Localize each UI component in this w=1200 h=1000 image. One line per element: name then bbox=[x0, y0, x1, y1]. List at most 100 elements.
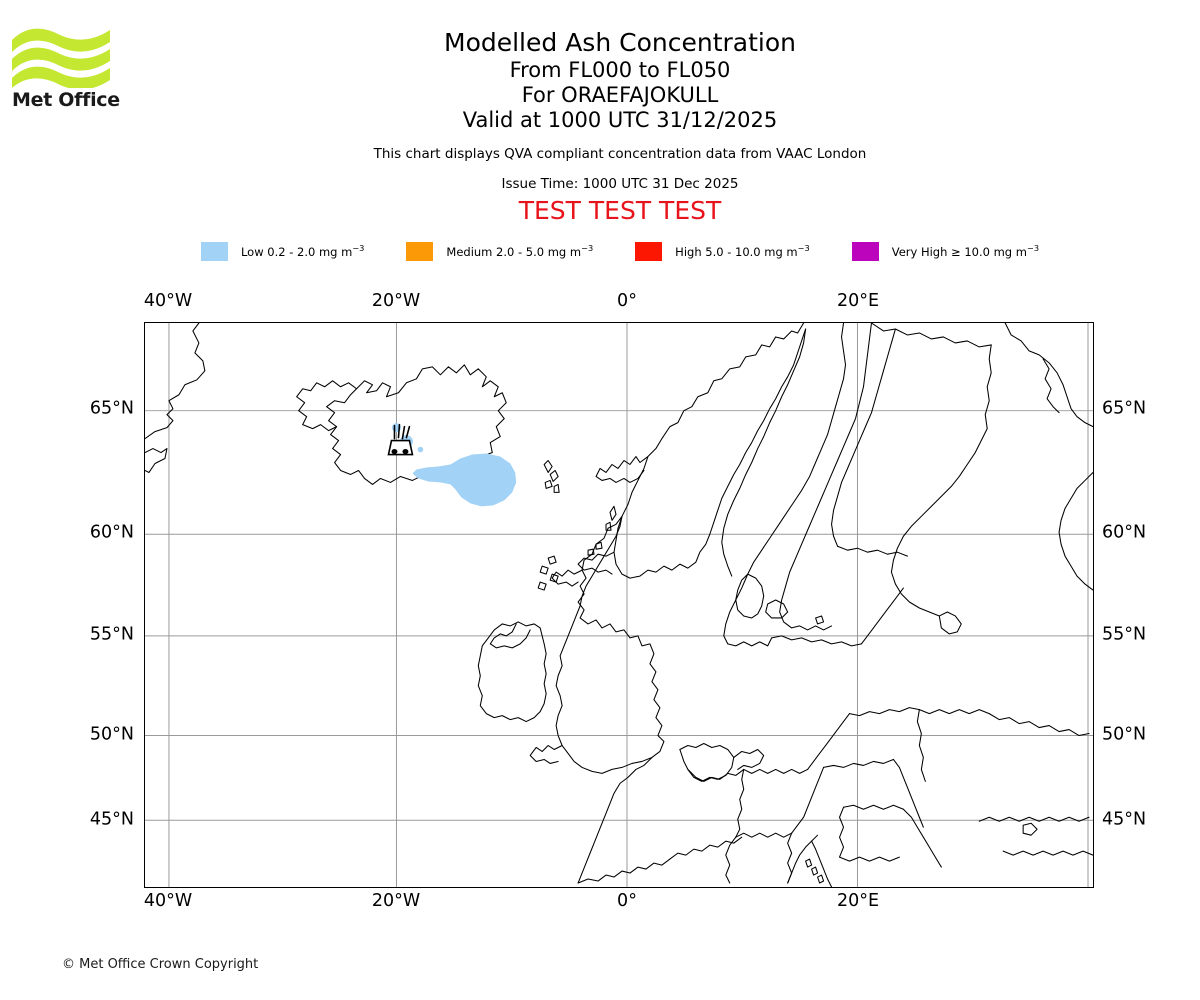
legend-label-high-exponent: −3 bbox=[797, 242, 810, 253]
lat-label-right-50n: 50°N bbox=[1102, 724, 1147, 745]
lon-label-bottom-0: 0° bbox=[617, 891, 637, 911]
coastline-greenland-south bbox=[145, 448, 168, 473]
coastline-denmark-bornholm bbox=[815, 615, 825, 625]
ash-plume-main-contour bbox=[412, 453, 517, 507]
coastline-netherlands bbox=[679, 742, 735, 782]
lon-label-bottom-20e: 20°E bbox=[836, 891, 880, 911]
coastline-faroe-islands bbox=[543, 459, 560, 493]
legend-item-very-high: Very High ≥ 10.0 mg m−3 bbox=[851, 242, 1040, 261]
coastlines bbox=[145, 323, 1093, 887]
coastline-sweden-east bbox=[723, 323, 847, 647]
coastline-scotland-west bbox=[551, 569, 583, 587]
coastline-finland-west bbox=[779, 323, 872, 631]
coastline-germany-north bbox=[733, 748, 765, 770]
coastline-white-sea bbox=[1042, 358, 1060, 414]
coastline-iceland bbox=[326, 364, 507, 485]
coastline-norway-fjords2 bbox=[577, 551, 615, 575]
coastline-france-south bbox=[669, 836, 743, 860]
legend-label-low-text: Low 0.2 - 2.0 mg m bbox=[240, 244, 353, 259]
coastline-iceland-nw-peninsula bbox=[296, 380, 358, 432]
lon-label-bottom-20w: 20°W bbox=[371, 891, 421, 911]
legend-item-medium: Medium 2.0 - 5.0 mg m−3 bbox=[406, 242, 593, 261]
met-office-waves-icon bbox=[12, 28, 110, 88]
borders-europe bbox=[687, 707, 990, 884]
test-banner: TEST TEST TEST bbox=[518, 196, 722, 225]
coastline-norway-fjords bbox=[595, 456, 649, 483]
coastline-baltic bbox=[837, 545, 908, 557]
lat-label-left-60n: 60°N bbox=[89, 522, 134, 543]
border-russia-south bbox=[988, 713, 1090, 737]
lon-label-top-20e: 20°E bbox=[836, 291, 880, 311]
coastline-greenland bbox=[145, 323, 206, 440]
graticule-grid bbox=[145, 323, 1093, 887]
legend-label-medium: Medium 2.0 - 5.0 mg m−3 bbox=[446, 242, 594, 259]
legend-label-very-high-exponent: −3 bbox=[1026, 242, 1040, 253]
legend-label-medium-text: Medium 2.0 - 5.0 mg m bbox=[446, 244, 582, 259]
qva-note: This chart displays QVA compliant concen… bbox=[373, 146, 867, 162]
border-finland-russia bbox=[890, 344, 992, 617]
flight-level-range: From FL000 to FL050 bbox=[509, 58, 731, 82]
coastline-dalmatian-islands bbox=[805, 858, 825, 884]
map-canvas bbox=[145, 323, 1093, 887]
coastline-france-channel bbox=[577, 756, 653, 884]
legend-label-high-text: High 5.0 - 10.0 mg m bbox=[675, 244, 798, 259]
ash-plume-satellite-3 bbox=[417, 446, 424, 453]
coastline-crimea bbox=[1022, 822, 1038, 836]
volcano-name: For ORAEFAJOKULL bbox=[521, 83, 719, 107]
border-northern-ireland bbox=[489, 623, 531, 649]
map-frame bbox=[144, 322, 1094, 888]
coastline-ireland bbox=[477, 621, 547, 723]
copyright-notice: © Met Office Crown Copyright bbox=[62, 957, 259, 972]
legend-label-very-high-text: Very High ≥ 10.0 mg m bbox=[891, 244, 1027, 259]
coastline-france-atlantic bbox=[577, 858, 671, 884]
lat-label-right-55n: 55°N bbox=[1102, 624, 1147, 645]
coastline-lake-ladoga bbox=[938, 611, 962, 635]
lon-label-bottom-40w: 40°W bbox=[143, 891, 193, 911]
coastline-norway bbox=[613, 323, 807, 579]
valid-time: Valid at 1000 UTC 31/12/2025 bbox=[462, 108, 778, 132]
volcano-marker-icon bbox=[387, 423, 414, 456]
coastline-denmark-islands bbox=[765, 599, 789, 619]
lat-label-left-65n: 65°N bbox=[89, 398, 134, 419]
coastline-finland-north bbox=[870, 323, 992, 348]
ash-plume-low bbox=[391, 423, 517, 507]
lat-label-right-45n: 45°N bbox=[1102, 809, 1147, 830]
border-sweden-finland bbox=[831, 328, 896, 547]
legend-swatch-medium bbox=[406, 242, 434, 261]
lon-label-top-20w: 20°W bbox=[371, 291, 421, 311]
coastline-denmark-jutland bbox=[735, 573, 765, 619]
chart-header: Modelled Ash Concentration From FL000 to… bbox=[145, 28, 1095, 225]
legend-swatch-very-high bbox=[851, 242, 879, 261]
coastline-croatia bbox=[811, 840, 833, 887]
legend-swatch-low bbox=[200, 242, 228, 261]
lat-label-left-45n: 45°N bbox=[89, 809, 134, 830]
coastline-russia-east bbox=[1058, 471, 1093, 591]
coastline-turkey bbox=[1002, 850, 1093, 856]
legend-label-low: Low 0.2 - 2.0 mg m−3 bbox=[240, 242, 365, 259]
lon-label-top-40w: 40°W bbox=[143, 291, 193, 311]
legend-label-very-high: Very High ≥ 10.0 mg m−3 bbox=[891, 242, 1040, 259]
coastline-italy-adriatic bbox=[787, 834, 819, 884]
issue-time: Issue Time: 1000 UTC 31 Dec 2025 bbox=[501, 176, 739, 192]
concentration-legend: Low 0.2 - 2.0 mg m−3 Medium 2.0 - 5.0 mg… bbox=[145, 242, 1095, 261]
coastline-russia-kola bbox=[1004, 323, 1093, 428]
legend-label-high: High 5.0 - 10.0 mg m−3 bbox=[675, 242, 810, 259]
legend-item-high: High 5.0 - 10.0 mg m−3 bbox=[635, 242, 810, 261]
coastline-shetland bbox=[587, 505, 617, 556]
lon-label-top-0: 0° bbox=[617, 291, 637, 311]
ash-concentration-map[interactable] bbox=[144, 322, 1094, 888]
met-office-logo-text: Met Office bbox=[12, 89, 120, 111]
lat-label-right-65n: 65°N bbox=[1102, 398, 1147, 419]
page-title: Modelled Ash Concentration bbox=[444, 28, 796, 57]
coastline-poland bbox=[771, 635, 863, 647]
legend-swatch-high bbox=[635, 242, 663, 261]
lat-label-right-60n: 60°N bbox=[1102, 522, 1147, 543]
coastline-wales-southwest bbox=[529, 744, 563, 764]
border-norway-sweden bbox=[721, 328, 807, 577]
coastline-great-britain bbox=[555, 515, 665, 774]
legend-label-medium-exponent: −3 bbox=[581, 242, 594, 253]
coastline-scotland-islands bbox=[537, 555, 559, 591]
met-office-logo: Met Office bbox=[10, 26, 130, 116]
legend-label-low-exponent: −3 bbox=[352, 242, 365, 253]
